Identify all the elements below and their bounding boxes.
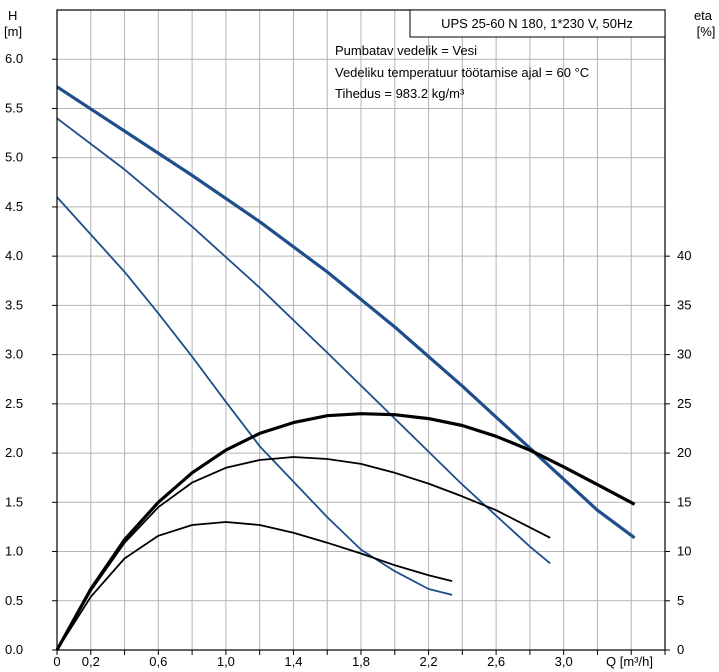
y-right-tick-label: 20 (677, 445, 691, 460)
y-left-tick-label: 6.0 (5, 51, 23, 66)
head-curve-2 (56, 117, 551, 565)
title-box: UPS 25-60 N 180, 1*230 V, 50Hz (409, 9, 666, 38)
tick-marks (52, 58, 670, 655)
x-tick-label: 1,0 (217, 654, 235, 669)
x-axis-label: Q [m³/h] (606, 654, 653, 669)
y-right-tick-label: 15 (677, 494, 691, 509)
efficiency-curve-3 (56, 521, 453, 651)
efficiency-curve-1 (55, 412, 636, 651)
tick-labels: 0.0 0.5 1.0 1.5 2.0 2.5 3.0 3.5 4.0 4.5 5.0 5.5 6.0 0… (5, 51, 691, 669)
grid (57, 10, 665, 650)
y-left-tick-label: 4.5 (5, 199, 23, 214)
y-left-tick-label: 4.0 (5, 248, 23, 263)
x-tick-label: 1,8 (352, 654, 370, 669)
y-left-tick-label: 1.0 (5, 544, 23, 559)
y-left-tick-label: 2.0 (5, 445, 23, 460)
y-left-tick-label: 1.5 (5, 494, 23, 509)
y-left-tick-label: 0.5 (5, 593, 23, 608)
efficiency-curve-2 (56, 456, 551, 651)
y-axis-right-label-symbol: eta (694, 8, 713, 23)
series (55, 85, 636, 651)
x-tick-label: 0,6 (149, 654, 167, 669)
y-right-tick-label: 5 (677, 593, 684, 608)
y-right-tick-label: 35 (677, 297, 691, 312)
y-left-tick-label: 5.0 (5, 150, 23, 165)
head-curve-1 (56, 85, 636, 540)
x-tick-label: 0 (53, 654, 60, 669)
plot-frame (56, 9, 666, 651)
head-curve-3 (56, 196, 453, 596)
y-right-tick-label: 10 (677, 544, 691, 559)
x-tick-label: 0,2 (82, 654, 100, 669)
title-box-frame (409, 9, 666, 38)
chart-title: UPS 25-60 N 180, 1*230 V, 50Hz (441, 16, 633, 31)
y-right-tick-label: 40 (677, 248, 691, 263)
x-tick-label: 2,6 (487, 654, 505, 669)
y-left-tick-label: 3.0 (5, 347, 23, 362)
y-left-tick-label: 3.5 (5, 297, 23, 312)
annotation-fluid: Pumbatav vedelik = Vesi (335, 43, 477, 58)
y-left-tick-label: 2.5 (5, 396, 23, 411)
y-left-tick-label: 0.0 (5, 642, 23, 657)
y-right-tick-label: 30 (677, 347, 691, 362)
y-axis-left-label-unit: [m] (4, 24, 22, 39)
y-axis-right-label-unit: [%] (697, 24, 716, 39)
y-axis-left-label-symbol: H (8, 8, 17, 23)
annotation-temperature: Vedeliku temperatuur töötamise ajal = 60… (335, 65, 589, 80)
x-tick-label: 1,4 (284, 654, 302, 669)
x-tick-label: 3,0 (555, 654, 573, 669)
y-left-tick-label: 5.5 (5, 100, 23, 115)
annotation-density: Tihedus = 983.2 kg/m³ (335, 86, 465, 101)
y-right-tick-label: 25 (677, 396, 691, 411)
x-tick-label: 2,2 (420, 654, 438, 669)
y-right-tick-label: 0 (677, 642, 684, 657)
